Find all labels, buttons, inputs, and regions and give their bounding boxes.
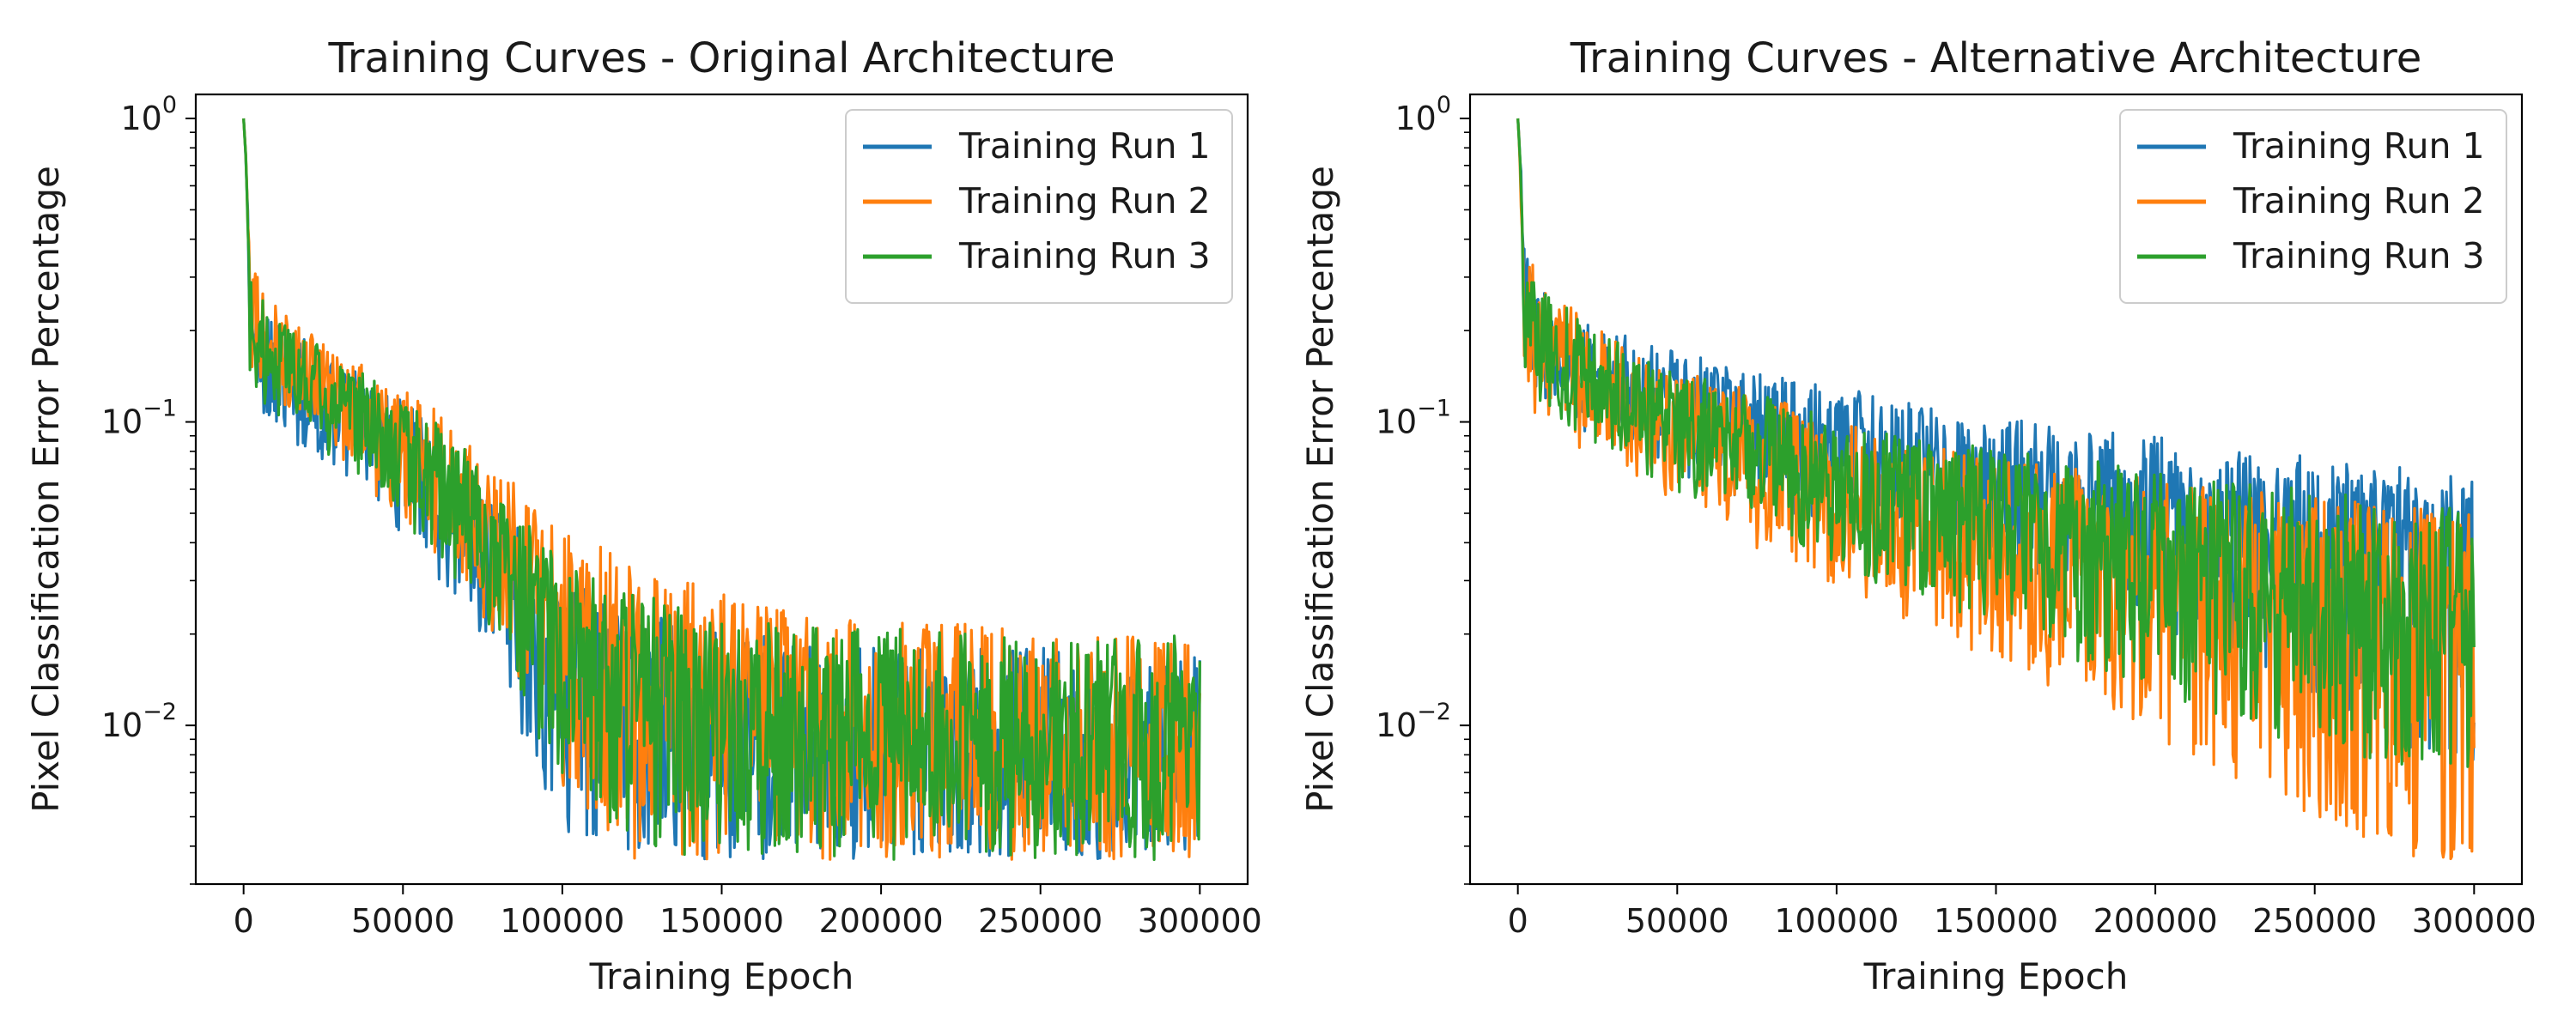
legend-label-run-2: Training Run 2: [2233, 180, 2485, 221]
x-axis-label: Training Epoch: [589, 955, 854, 997]
y-tick-label: 100: [1394, 92, 1451, 137]
series-line-run-3: [242, 118, 1201, 862]
series-group: [1516, 118, 2476, 861]
chart-panels: Training Curves - Original Architecture 0…: [25, 34, 2537, 997]
y-tick-label: 100: [120, 92, 177, 137]
x-axis-label: Training Epoch: [1863, 955, 2129, 997]
chart-title: Training Curves - Original Architecture: [327, 34, 1115, 82]
y-axis-label: Pixel Classification Error Percentage: [1299, 166, 1341, 813]
y-tick-label: 10−1: [1376, 396, 1451, 441]
legend-label-run-3: Training Run 3: [958, 235, 1211, 276]
x-tick-label: 0: [1508, 902, 1528, 940]
legend-label-run-1: Training Run 1: [958, 125, 1211, 167]
legend: Training Run 1 Training Run 2 Training Run…: [2119, 109, 2507, 304]
y-axis-label: Pixel Classification Error Percentage: [25, 166, 67, 813]
legend-box: [845, 109, 1233, 304]
legend-label-run-1: Training Run 1: [2233, 125, 2485, 167]
x-tick-label: 100000: [1774, 902, 1899, 940]
y-tick-label: 10−1: [101, 396, 177, 441]
y-tick-label: 10−2: [101, 699, 177, 744]
legend-box: [2119, 109, 2507, 304]
legend-label-run-3: Training Run 3: [2233, 235, 2485, 276]
x-tick-label: 150000: [1934, 902, 2058, 940]
series-line-run-3: [1516, 118, 2476, 768]
legend: Training Run 1 Training Run 2 Training Run…: [845, 109, 1233, 304]
x-tick-label: 150000: [659, 902, 784, 940]
x-tick-label: 50000: [1625, 902, 1729, 940]
chart-panel-1: Training Curves - Original Architecture 0…: [25, 34, 1262, 997]
x-tick-label: 200000: [819, 902, 944, 940]
x-tick-label: 300000: [2412, 902, 2537, 940]
x-tick-label: 50000: [351, 902, 455, 940]
x-tick-label: 0: [234, 902, 254, 940]
x-tick-label: 300000: [1138, 902, 1262, 940]
chart-title: Training Curves - Alternative Architectu…: [1570, 34, 2422, 82]
x-tick-label: 100000: [500, 902, 624, 940]
x-tick-label: 250000: [2252, 902, 2377, 940]
legend-label-run-2: Training Run 2: [958, 180, 1211, 221]
chart-panel-2: Training Curves - Alternative Architectu…: [1299, 34, 2537, 997]
x-tick-label: 250000: [978, 902, 1103, 940]
series-group: [242, 118, 1201, 862]
y-tick-label: 10−2: [1376, 699, 1451, 744]
x-tick-label: 200000: [2093, 902, 2218, 940]
